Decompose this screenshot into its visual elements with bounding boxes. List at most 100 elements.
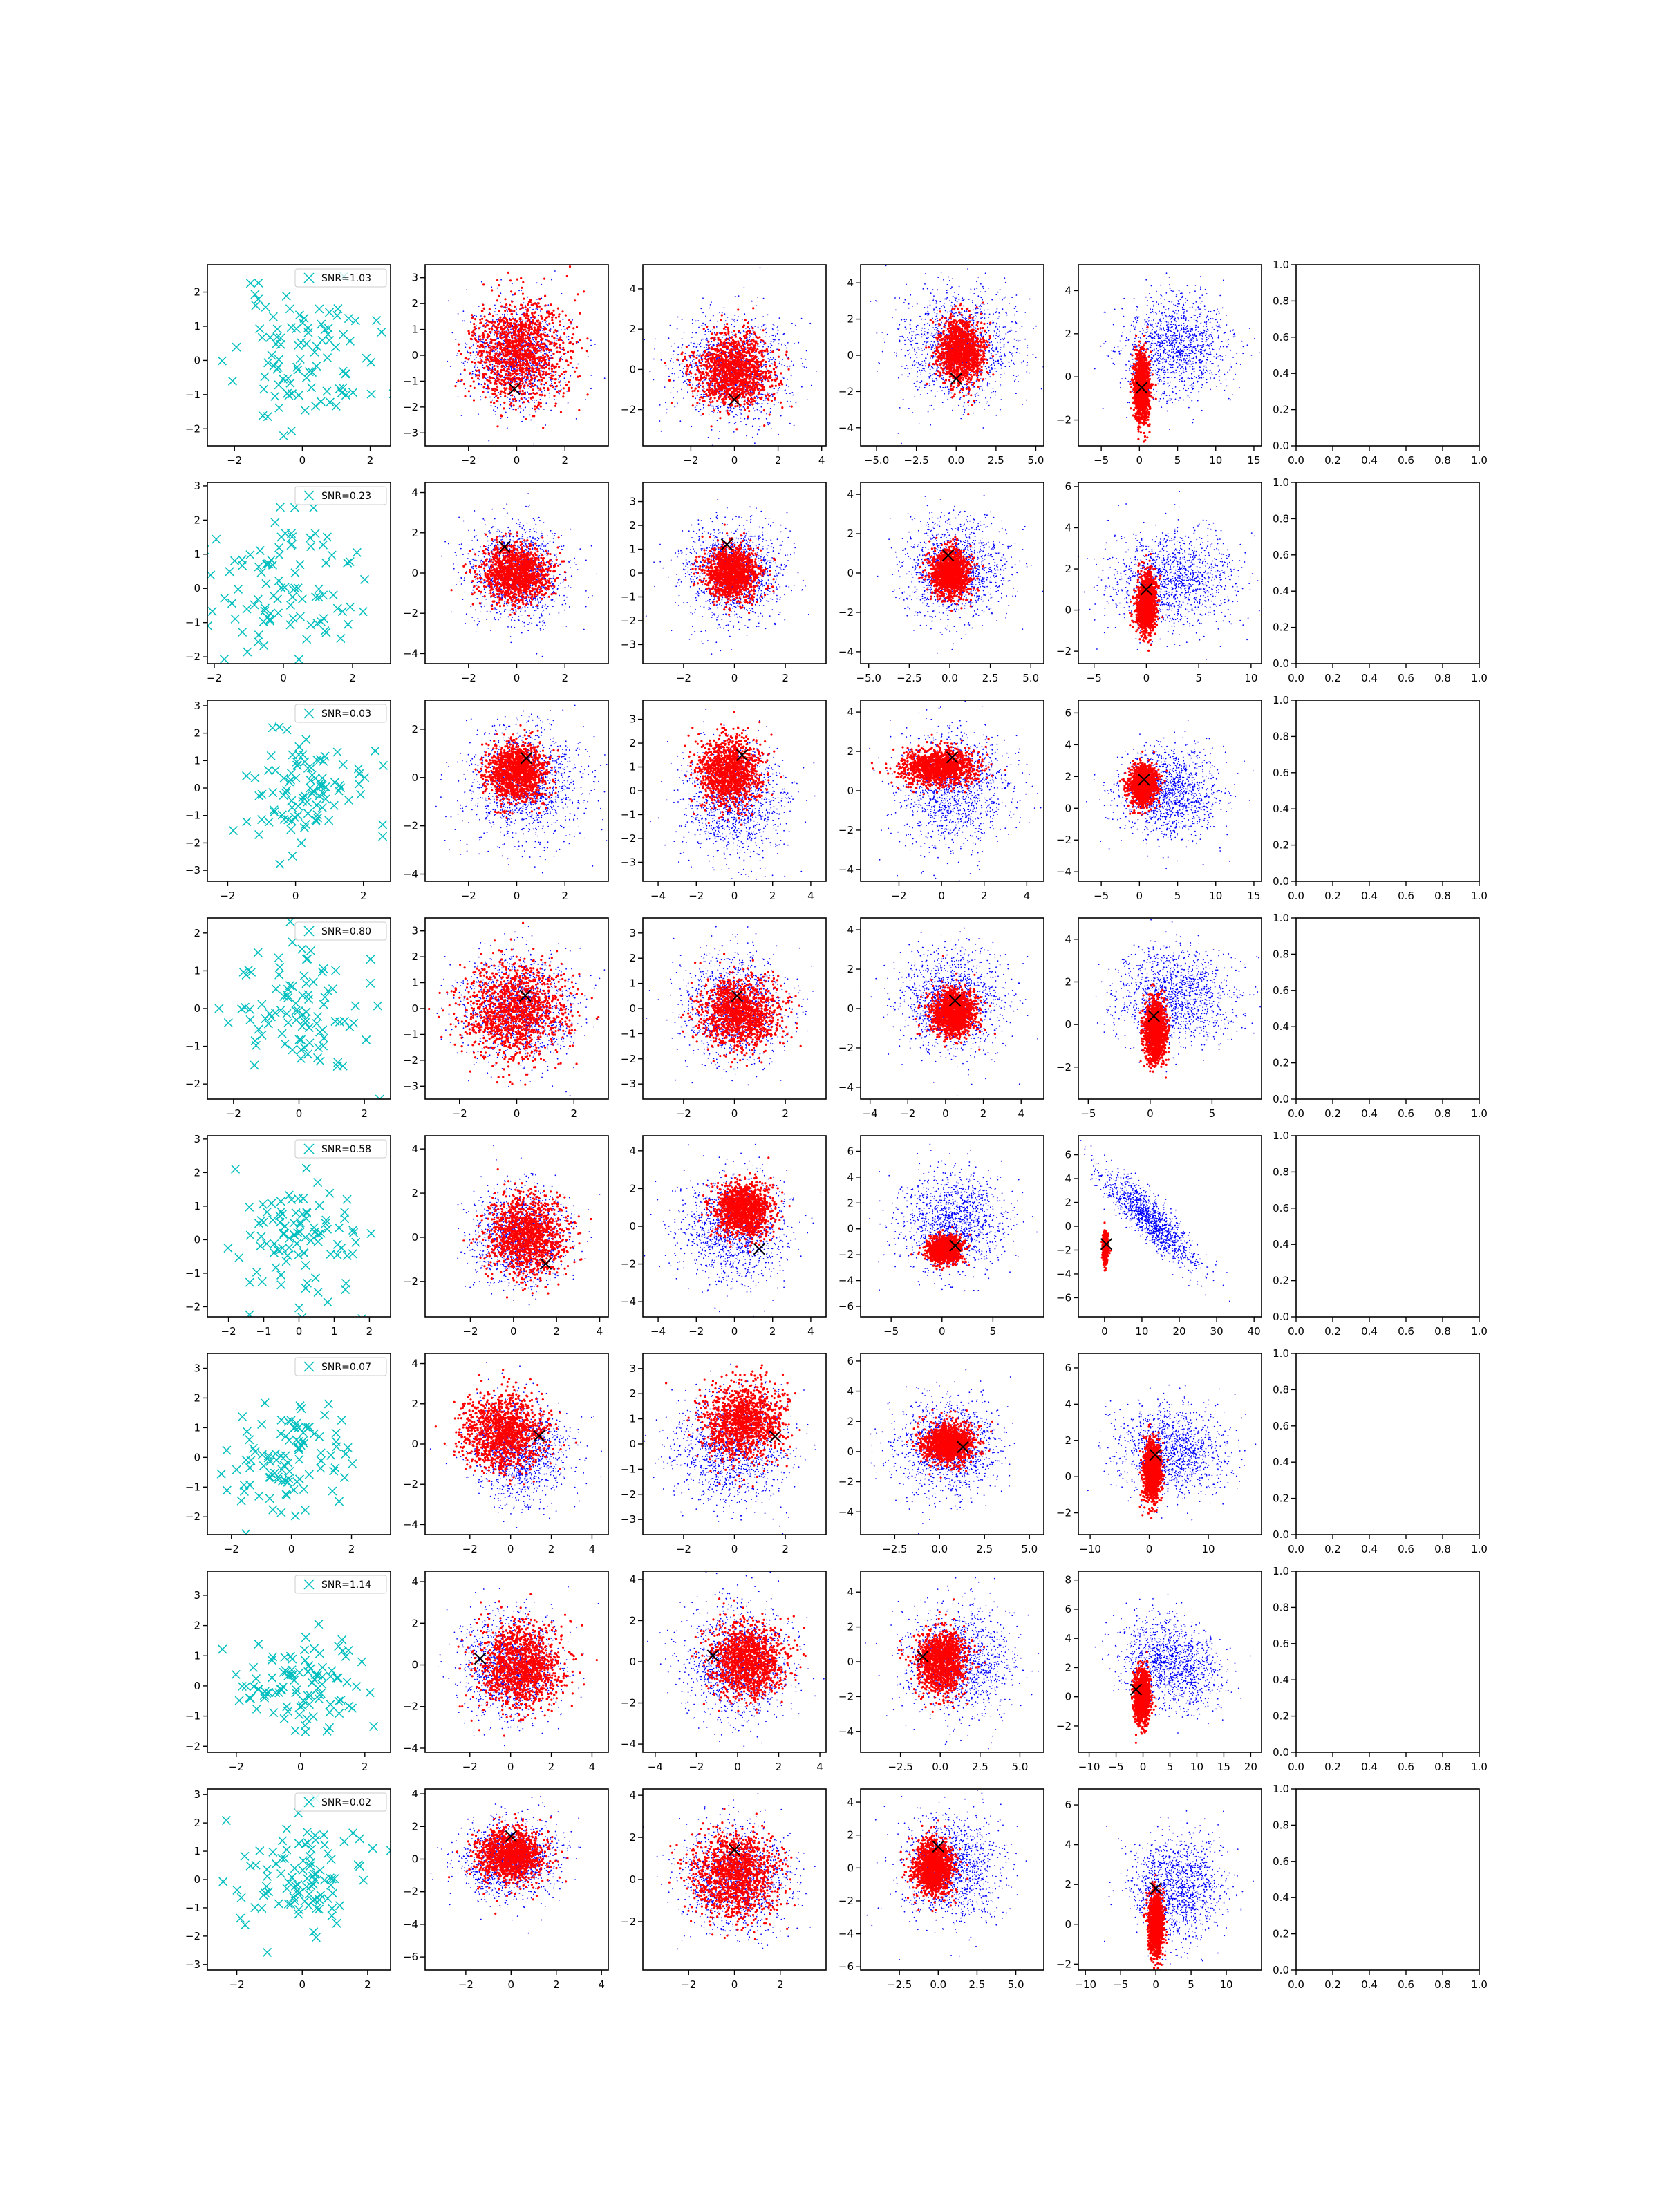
red-point [464, 369, 466, 371]
y-tick-label: 2 [411, 297, 418, 310]
red-point [474, 318, 476, 320]
sample-x-marker [307, 384, 315, 392]
red-point [499, 347, 501, 349]
blue-point [524, 397, 525, 399]
blue-point [789, 423, 791, 424]
red-point [540, 315, 542, 317]
blue-point [691, 376, 692, 377]
blue-point [697, 393, 698, 394]
red-point [505, 364, 507, 366]
x-tick-label: 2 [367, 454, 374, 467]
red-point [559, 375, 561, 377]
blue-point [532, 339, 533, 340]
blue-point [782, 359, 783, 360]
blue-point [778, 339, 780, 341]
blue-point [775, 377, 776, 378]
blue-point [568, 339, 570, 340]
y-tick-label: 1 [411, 324, 418, 336]
red-point [496, 299, 498, 301]
blue-point [710, 368, 711, 370]
blue-point [473, 351, 474, 353]
blue-point [519, 400, 521, 402]
blue-point [683, 382, 684, 384]
red-point [510, 387, 512, 389]
red-point [508, 366, 510, 368]
blue-point [489, 345, 491, 346]
blue-point [759, 371, 760, 372]
red-point [499, 332, 501, 335]
red-point [686, 370, 688, 372]
red-point [494, 355, 496, 357]
blue-point [523, 388, 524, 389]
red-point [563, 371, 565, 373]
blue-point [735, 422, 736, 423]
red-point [494, 390, 496, 392]
blue-point [783, 377, 785, 379]
red-point [697, 366, 699, 368]
red-point [554, 371, 556, 373]
blue-point [781, 344, 782, 345]
blue-point [719, 312, 720, 314]
blue-point [705, 331, 706, 332]
red-point [568, 387, 570, 389]
blue-point [720, 406, 721, 408]
red-point [735, 336, 737, 338]
blue-point [703, 404, 704, 406]
red-point [538, 302, 540, 304]
blue-point [724, 313, 726, 315]
blue-point [757, 397, 758, 399]
blue-point [500, 404, 501, 406]
red-point [735, 428, 738, 430]
red-point [563, 353, 565, 355]
red-point [500, 391, 503, 393]
blue-point [773, 388, 774, 389]
blue-point [692, 332, 693, 333]
red-point [531, 384, 533, 386]
red-point [581, 347, 583, 349]
red-point [543, 371, 545, 373]
blue-point [491, 351, 493, 353]
blue-point [479, 373, 480, 374]
blue-point [466, 344, 467, 345]
blue-point [753, 337, 754, 338]
red-point [497, 397, 499, 399]
red-point [768, 372, 770, 374]
red-point [519, 368, 521, 371]
red-point [530, 379, 532, 381]
red-point [714, 350, 716, 352]
red-point [498, 353, 500, 355]
red-point [530, 386, 532, 388]
blue-point [512, 382, 513, 384]
red-point [551, 365, 553, 367]
blue-point [704, 447, 706, 449]
blue-point [753, 418, 754, 420]
blue-point [465, 342, 466, 344]
red-point [503, 379, 505, 382]
blue-point [756, 395, 758, 397]
red-point [554, 382, 556, 384]
blue-point [754, 326, 756, 327]
red-point [482, 303, 484, 306]
red-point [517, 364, 519, 366]
red-point [524, 349, 526, 351]
blue-point [745, 328, 747, 329]
blue-point [530, 363, 532, 364]
red-point [496, 352, 498, 354]
red-point [471, 361, 473, 363]
blue-point [693, 363, 694, 364]
blue-point [558, 390, 559, 391]
red-point [469, 372, 471, 374]
red-point [519, 308, 521, 310]
blue-point [529, 397, 530, 399]
red-point [533, 415, 535, 417]
red-point [711, 425, 713, 427]
red-point [498, 361, 500, 363]
red-point [525, 322, 527, 324]
blue-point [778, 388, 779, 390]
red-point [728, 365, 730, 367]
blue-point [763, 400, 765, 401]
red-point [489, 376, 491, 378]
red-point [706, 326, 708, 328]
red-point [491, 356, 493, 358]
